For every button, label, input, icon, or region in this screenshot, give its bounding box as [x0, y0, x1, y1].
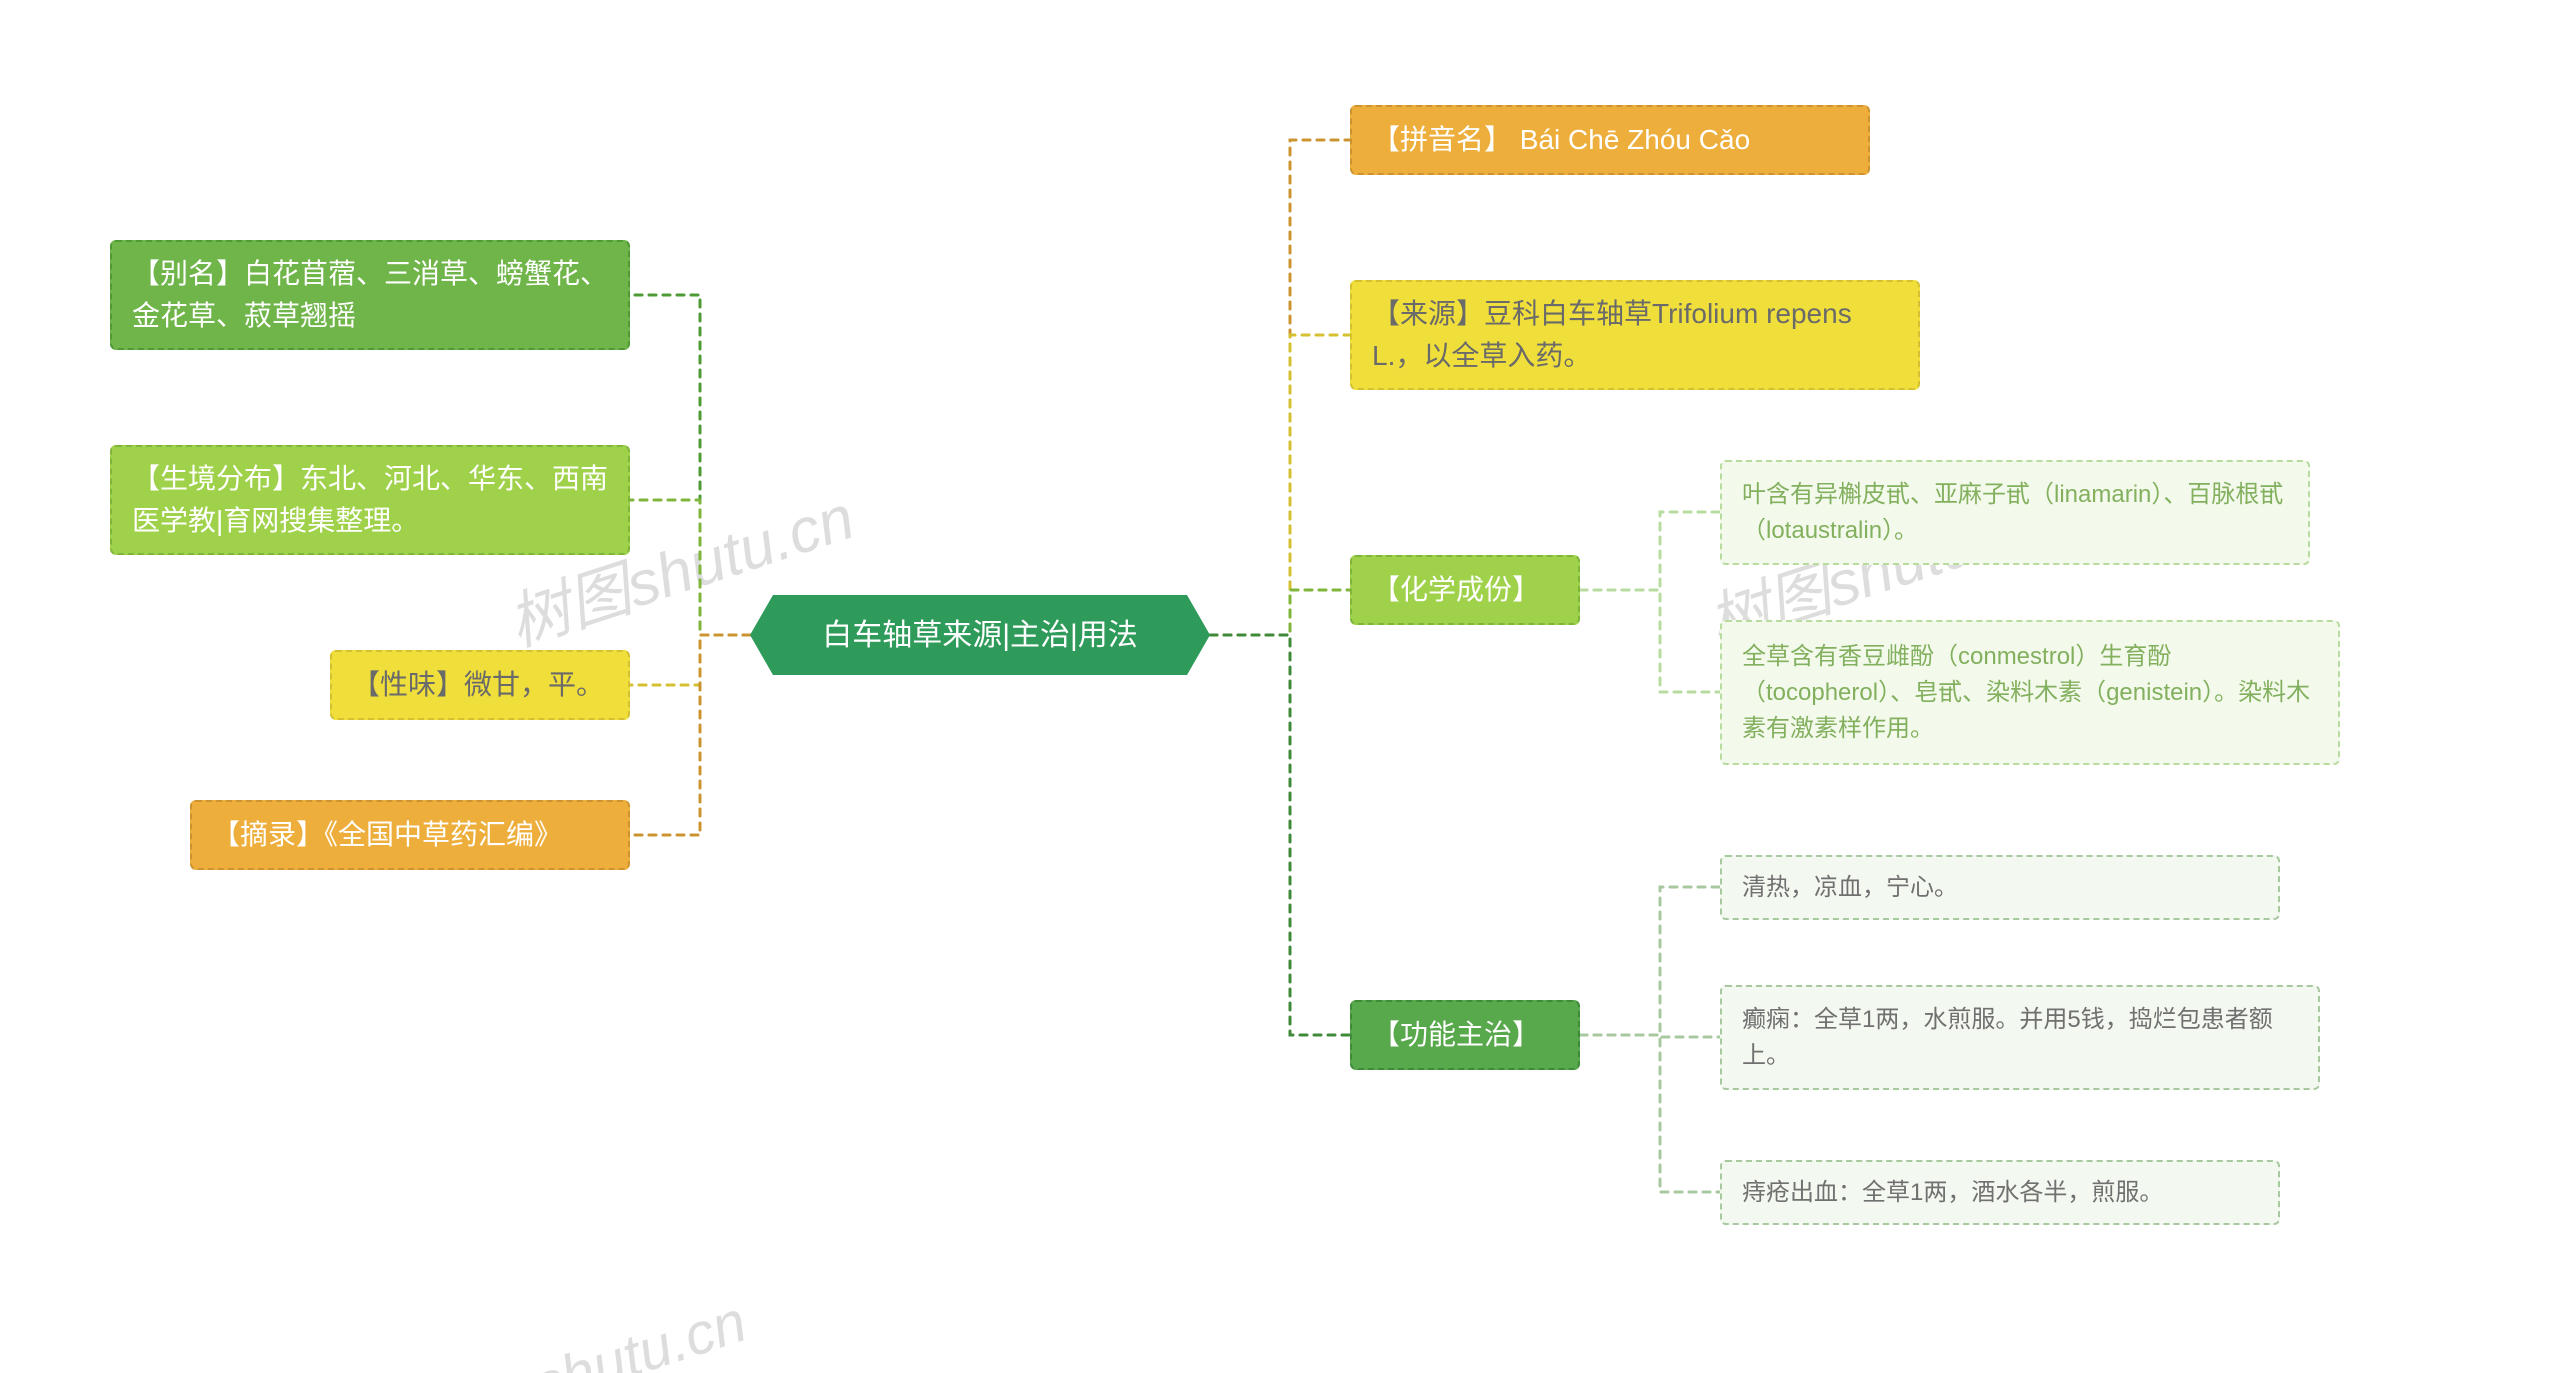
- node-func-child-1-label: 清热，凉血，宁心。: [1742, 870, 1958, 906]
- node-source-book: 【摘录】《全国中草药汇编》: [190, 800, 630, 870]
- node-pinyin: 【拼音名】 Bái Chē Zhóu Cǎo: [1350, 105, 1870, 175]
- mindmap-root: 白车轴草来源|主治|用法: [750, 595, 1210, 675]
- node-chem-label: 【化学成份】: [1372, 569, 1540, 611]
- watermark: shutu.cn: [525, 1288, 754, 1373]
- node-func-child-1: 清热，凉血，宁心。: [1720, 855, 2280, 920]
- node-origin-label: 【来源】豆科白车轴草Trifolium repens L.，以全草入药。: [1372, 293, 1898, 377]
- node-func-child-3: 痔疮出血：全草1两，酒水各半，煎服。: [1720, 1160, 2280, 1225]
- node-origin: 【来源】豆科白车轴草Trifolium repens L.，以全草入药。: [1350, 280, 1920, 390]
- node-chem-child-2-label: 全草含有香豆雌酚（conmestrol）生育酚（tocopherol）、皂甙、染…: [1742, 639, 2318, 747]
- node-alias: 【别名】白花苜蓿、三消草、螃蟹花、金花草、菽草翘摇: [110, 240, 630, 350]
- node-chem-child-2: 全草含有香豆雌酚（conmestrol）生育酚（tocopherol）、皂甙、染…: [1720, 620, 2340, 765]
- node-chem-child-1-label: 叶含有异槲皮甙、亚麻子甙（linamarin）、百脉根甙（lotaustrali…: [1742, 477, 2288, 549]
- node-taste: 【性味】微甘，平。: [330, 650, 630, 720]
- node-function: 【功能主治】: [1350, 1000, 1580, 1070]
- root-label: 白车轴草来源|主治|用法: [822, 613, 1138, 658]
- node-chem-child-1: 叶含有异槲皮甙、亚麻子甙（linamarin）、百脉根甙（lotaustrali…: [1720, 460, 2310, 565]
- node-taste-label: 【性味】微甘，平。: [352, 664, 604, 706]
- node-function-label: 【功能主治】: [1372, 1014, 1540, 1056]
- node-func-child-3-label: 痔疮出血：全草1两，酒水各半，煎服。: [1742, 1175, 2163, 1211]
- node-habitat-label: 【生境分布】东北、河北、华东、西南医学教|育网搜集整理。: [132, 458, 608, 542]
- node-pinyin-label: 【拼音名】 Bái Chē Zhóu Cǎo: [1372, 119, 1750, 161]
- node-chem: 【化学成份】: [1350, 555, 1580, 625]
- node-alias-label: 【别名】白花苜蓿、三消草、螃蟹花、金花草、菽草翘摇: [132, 253, 608, 337]
- node-source-book-label: 【摘录】《全国中草药汇编》: [212, 814, 562, 856]
- node-habitat: 【生境分布】东北、河北、华东、西南医学教|育网搜集整理。: [110, 445, 630, 555]
- node-func-child-2-label: 癫痫：全草1两，水煎服。并用5钱，捣烂包患者额上。: [1742, 1002, 2298, 1074]
- node-func-child-2: 癫痫：全草1两，水煎服。并用5钱，捣烂包患者额上。: [1720, 985, 2320, 1090]
